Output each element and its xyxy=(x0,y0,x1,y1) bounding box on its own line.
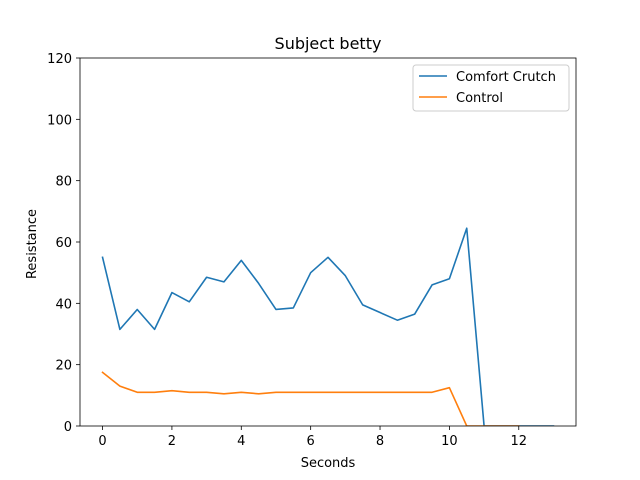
x-tick-label: 4 xyxy=(237,434,245,449)
y-axis-label: Resistance xyxy=(25,209,40,279)
legend-label: Comfort Crutch xyxy=(456,70,556,85)
legend-label: Control xyxy=(456,91,503,106)
series-line-control xyxy=(101,371,520,426)
y-tick-label: 60 xyxy=(55,236,72,251)
x-axis-label: Seconds xyxy=(301,456,356,471)
x-tick-label: 10 xyxy=(441,434,458,449)
x-tick-label: 8 xyxy=(376,434,384,449)
y-tick-label: 100 xyxy=(47,113,72,128)
legend-box xyxy=(412,64,570,112)
series-layer xyxy=(101,227,555,426)
y-tick-label: 20 xyxy=(55,359,72,374)
x-tick-label: 0 xyxy=(98,434,106,449)
y-tick-label: 40 xyxy=(55,297,72,312)
x-tick-label: 6 xyxy=(307,434,315,449)
y-tick-label: 0 xyxy=(64,420,72,435)
y-tick-label: 80 xyxy=(55,175,72,190)
y-tick-label: 120 xyxy=(47,52,72,67)
x-tick-label: 2 xyxy=(168,434,176,449)
plot-frame xyxy=(79,57,577,427)
legend: Comfort Crutch Control xyxy=(412,64,570,112)
chart-title: Subject betty xyxy=(275,34,382,53)
x-tick-label: 12 xyxy=(510,434,527,449)
series-line-comfort-crutch xyxy=(101,227,555,426)
